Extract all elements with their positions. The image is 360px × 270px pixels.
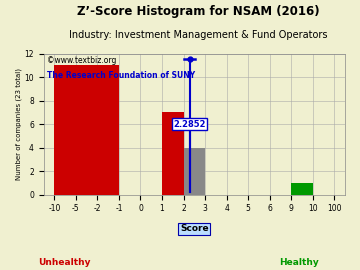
X-axis label: Score: Score: [180, 224, 209, 233]
Text: Unhealthy: Unhealthy: [39, 258, 91, 267]
Bar: [54, 65, 119, 195]
Bar: [291, 183, 313, 195]
Y-axis label: Number of companies (23 total): Number of companies (23 total): [15, 68, 22, 180]
Text: ©www.textbiz.org: ©www.textbiz.org: [47, 56, 116, 65]
Text: Z’-Score Histogram for NSAM (2016): Z’-Score Histogram for NSAM (2016): [77, 5, 319, 18]
Bar: [184, 148, 205, 195]
Text: Healthy: Healthy: [279, 258, 319, 267]
Bar: [162, 112, 184, 195]
Text: 2.2852: 2.2852: [174, 120, 206, 129]
Text: Industry: Investment Management & Fund Operators: Industry: Investment Management & Fund O…: [69, 30, 327, 40]
Text: The Research Foundation of SUNY: The Research Foundation of SUNY: [47, 70, 195, 80]
